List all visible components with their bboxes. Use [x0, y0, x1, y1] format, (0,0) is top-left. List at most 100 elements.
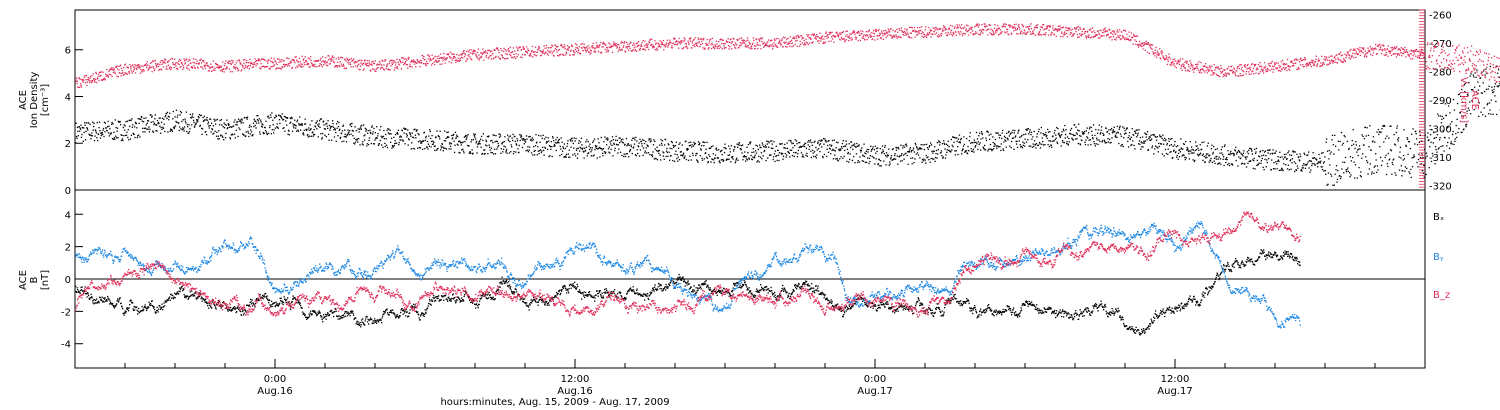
top-point-density: [1119, 125, 1121, 127]
top-point-density: [1403, 129, 1405, 131]
top-point-density: [844, 149, 846, 152]
top-point-vx: [647, 48, 650, 51]
top-point-density: [1090, 126, 1092, 129]
top-point-vx: [115, 65, 118, 67]
top-point-density: [600, 136, 602, 139]
top-point-density: [441, 143, 444, 146]
top-point-vx: [261, 58, 264, 60]
top-point-density: [550, 141, 552, 143]
top-point-density: [241, 119, 243, 121]
top-point-vx: [444, 58, 446, 61]
top-point-density: [977, 148, 979, 151]
top-point-density: [1242, 155, 1244, 157]
top-point-vx: [315, 59, 318, 62]
top-point-density: [609, 152, 611, 154]
top-point-density: [493, 134, 495, 136]
top-point-density: [491, 152, 493, 154]
top-point-density: [796, 155, 799, 158]
top-point-density: [924, 159, 926, 161]
top-point-density: [793, 155, 795, 158]
top-point-density: [990, 133, 992, 135]
top-point-density: [618, 148, 620, 150]
top-point-vx: [612, 45, 614, 47]
top-point-density: [655, 149, 658, 152]
top-point-vx: [319, 63, 321, 65]
top-point-density: [394, 142, 396, 145]
top-point-density: [1488, 85, 1490, 88]
top-point-density: [1159, 143, 1162, 145]
top-point-density: [833, 149, 835, 151]
top-point-density: [1064, 124, 1066, 127]
top-point-density: [829, 144, 831, 146]
top-point-density: [115, 137, 118, 139]
top-point-density: [558, 142, 560, 144]
top-point-density: [1496, 113, 1498, 116]
top-point-density: [92, 129, 94, 131]
top-point-density: [999, 146, 1001, 148]
top-point-vx: [177, 63, 179, 65]
top-point-density: [417, 141, 420, 143]
top-point-density: [1207, 142, 1209, 144]
top-point-density: [1456, 118, 1458, 120]
top-point-vx: [599, 44, 601, 46]
top-point-density: [1319, 162, 1321, 164]
top-point-density: [115, 126, 117, 129]
top-point-vx: [198, 62, 201, 64]
top-point-density: [699, 142, 701, 144]
top-point-vx: [443, 56, 445, 58]
top-point-density: [624, 144, 626, 146]
top-point-density: [1168, 144, 1171, 147]
top-point-vx: [336, 65, 338, 67]
top-point-vx: [390, 59, 392, 62]
top-point-vx: [200, 58, 202, 60]
top-point-vx: [174, 62, 177, 64]
top-point-density: [795, 151, 797, 154]
top-point-density: [690, 159, 692, 161]
top-point-vx: [120, 67, 123, 70]
top-point-density: [1321, 166, 1323, 168]
top-point-density: [966, 152, 968, 154]
top-point-vx: [615, 45, 618, 47]
top-point-vx: [506, 53, 508, 56]
top-point-density: [1231, 153, 1233, 155]
top-point-density: [1372, 140, 1374, 142]
top-point-density: [196, 119, 198, 121]
top-point-density: [1481, 71, 1483, 74]
top-point-density: [317, 124, 319, 126]
top-point-density: [228, 123, 230, 126]
top-point-density: [1318, 153, 1320, 156]
top-point-density: [982, 146, 984, 148]
top-point-vx: [90, 81, 93, 84]
top-point-vx: [550, 46, 552, 49]
top-point-density: [663, 152, 665, 154]
top-point-vx: [683, 37, 685, 39]
top-point-density: [358, 131, 360, 133]
top-point-density: [1007, 131, 1010, 133]
top-point-density: [323, 128, 326, 130]
top-point-density: [156, 119, 159, 122]
top-point-density: [305, 129, 308, 132]
top-point-density: [815, 146, 817, 149]
top-point-vx: [593, 51, 595, 53]
top-point-density: [203, 120, 205, 122]
top-point-density: [1182, 154, 1184, 156]
top-point-density: [295, 125, 297, 127]
top-point-density: [616, 144, 618, 146]
top-point-vx: [236, 66, 238, 69]
top-point-vx: [618, 44, 620, 46]
top-point-density: [768, 142, 770, 144]
top-point-density: [1298, 159, 1300, 161]
top-point-vx: [524, 53, 526, 56]
top-point-density: [611, 136, 614, 138]
top-point-density: [428, 145, 430, 147]
top-point-density: [1320, 166, 1322, 168]
top-point-density: [276, 126, 278, 128]
top-point-density: [1381, 160, 1384, 162]
top-point-vx: [684, 46, 687, 48]
top-point-density: [1374, 165, 1376, 167]
top-point-density: [195, 122, 197, 124]
top-point-density: [186, 123, 188, 126]
top-point-density: [1332, 144, 1335, 146]
top-point-density: [870, 145, 872, 147]
